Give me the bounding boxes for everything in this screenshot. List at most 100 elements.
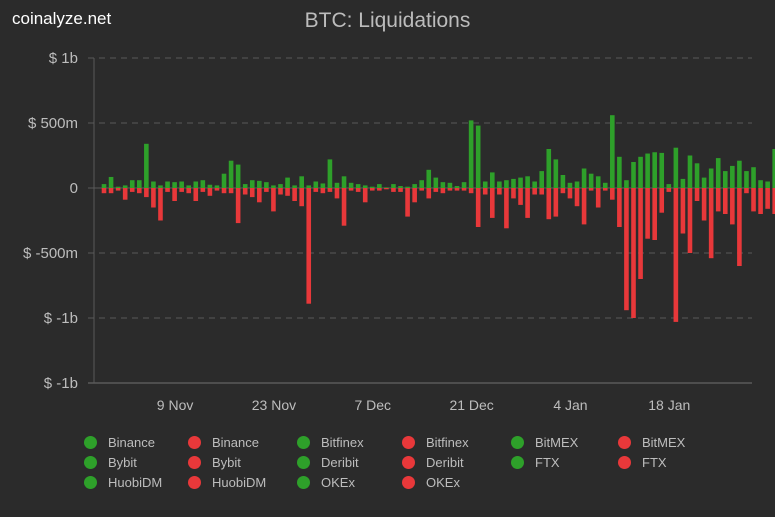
short-liquidation-bar [306, 188, 312, 304]
long-liquidation-bar [398, 186, 403, 188]
short-liquidation-bar [645, 188, 650, 239]
long-liquidation-bar [482, 181, 488, 188]
long-liquidation-bar [504, 180, 509, 188]
long-liquidation-bar [581, 168, 587, 188]
x-tick-label: 4 Jan [553, 397, 587, 413]
long-liquidation-bar [165, 181, 170, 188]
long-liquidation-bar [610, 115, 615, 188]
legend-label: Binance [212, 434, 259, 450]
short-liquidation-bar [144, 188, 149, 198]
liquidations-chart: $ 1b $ 500m 0 $ -500m $ -1b $ -1b 9 Nov 23 Nov… [23, 50, 775, 413]
long-liquidation-bar [497, 181, 502, 188]
short-liquidation-bar [278, 188, 283, 195]
legend-item[interactable]: OKEx [297, 472, 355, 492]
y-tick-label: $ 500m [28, 115, 78, 132]
legend-dot-icon [511, 455, 524, 469]
legend-item[interactable]: Bybit [188, 452, 241, 472]
legend-item[interactable]: Bybit [84, 452, 137, 472]
short-liquidation-bar [440, 188, 446, 194]
legend-dot-icon [297, 475, 310, 489]
short-liquidation-bar [532, 188, 537, 195]
long-liquidation-bar [257, 180, 262, 188]
short-liquidation-bar [617, 188, 622, 227]
y-tick-label: 0 [70, 180, 78, 197]
short-liquidation-bar [595, 188, 601, 208]
legend-item[interactable]: Bitfinex [297, 432, 364, 452]
legend-item[interactable]: BitMEX [511, 432, 578, 452]
short-liquidation-bar [271, 188, 276, 212]
brand-logo-text[interactable]: coinalyze.net [12, 9, 112, 28]
legend-label: Bybit [212, 454, 241, 470]
short-liquidation-bar [511, 188, 516, 199]
long-liquidation-bar [348, 182, 354, 188]
short-liquidation-bar [242, 188, 248, 195]
long-liquidation-bar [129, 180, 135, 188]
long-liquidation-bar [553, 159, 559, 188]
legend-label: Bitfinex [426, 434, 469, 450]
long-liquidation-bar [652, 152, 657, 188]
long-liquidation-bar [468, 120, 474, 188]
long-liquidation-bar [666, 184, 672, 188]
legend-item[interactable]: Binance [188, 432, 259, 452]
legend-dot-icon [84, 435, 97, 449]
long-liquidation-bar [235, 164, 241, 188]
long-liquidation-bar [567, 182, 573, 188]
long-liquidation-bar [490, 172, 495, 188]
short-liquidation-bar [694, 188, 700, 201]
legend-item[interactable]: FTX [618, 452, 667, 472]
legend-item[interactable]: Deribit [297, 452, 359, 472]
short-liquidation-bar [715, 188, 721, 212]
legend-label: HuobiDM [212, 474, 267, 490]
legend-item[interactable]: OKEx [402, 472, 460, 492]
long-liquidation-bar [228, 160, 234, 188]
short-liquidation-bar [299, 188, 304, 207]
legend-item[interactable]: FTX [511, 452, 560, 472]
short-liquidation-bar [235, 188, 241, 224]
short-liquidation-bar [730, 188, 735, 225]
short-liquidation-bar [497, 188, 502, 195]
short-liquidation-bar [546, 188, 552, 220]
short-liquidation-bar [122, 188, 128, 200]
legend-item[interactable]: Deribit [402, 452, 464, 472]
legend-dot-icon [297, 435, 310, 449]
long-liquidation-bar [313, 181, 319, 188]
long-liquidation-bar [758, 180, 763, 188]
long-liquidation-bar [539, 171, 545, 188]
long-liquidation-bar [751, 167, 756, 188]
legend-item[interactable]: HuobiDM [188, 472, 266, 492]
legend-label: BitMEX [535, 434, 579, 450]
legend-dot-icon [84, 455, 97, 469]
long-liquidation-bar [701, 177, 707, 188]
legend-item[interactable]: Bitfinex [402, 432, 469, 452]
short-liquidation-bar [602, 188, 608, 191]
long-liquidation-bar [433, 177, 439, 188]
legend-item[interactable]: Binance [84, 432, 155, 452]
legend-label: OKEx [426, 474, 460, 490]
short-liquidation-bar [327, 188, 333, 192]
legend-item[interactable]: HuobiDM [84, 472, 162, 492]
short-liquidation-bar [151, 188, 156, 208]
legend-label: Bitfinex [321, 434, 364, 450]
short-liquidation-bar [179, 188, 184, 192]
short-liquidation-bar [631, 188, 636, 318]
long-liquidation-bar [285, 177, 290, 188]
legend-label: HuobiDM [108, 474, 163, 490]
long-liquidation-bar [207, 184, 213, 188]
x-tick-label: 21 Dec [449, 397, 493, 413]
long-liquidation-bar [292, 185, 297, 188]
short-liquidation-bar [680, 188, 686, 234]
chart-title: BTC: Liquidations [304, 9, 471, 32]
long-liquidation-bar [299, 176, 304, 188]
long-liquidation-bar [186, 185, 192, 188]
short-liquidation-bar [313, 188, 319, 192]
short-liquidation-bar [264, 188, 269, 192]
long-liquidation-bar [221, 173, 227, 188]
y-axis-ticks: $ 1b $ 500m 0 $ -500m $ -1b $ -1b [23, 50, 78, 392]
long-liquidation-bar [708, 168, 714, 188]
short-liquidation-bar [398, 188, 403, 192]
short-liquidation-bar [369, 188, 375, 191]
legend-item[interactable]: BitMEX [618, 432, 685, 452]
legend-dot-icon [511, 435, 524, 449]
long-liquidation-bar [249, 180, 255, 188]
short-liquidation-bar [355, 188, 361, 192]
